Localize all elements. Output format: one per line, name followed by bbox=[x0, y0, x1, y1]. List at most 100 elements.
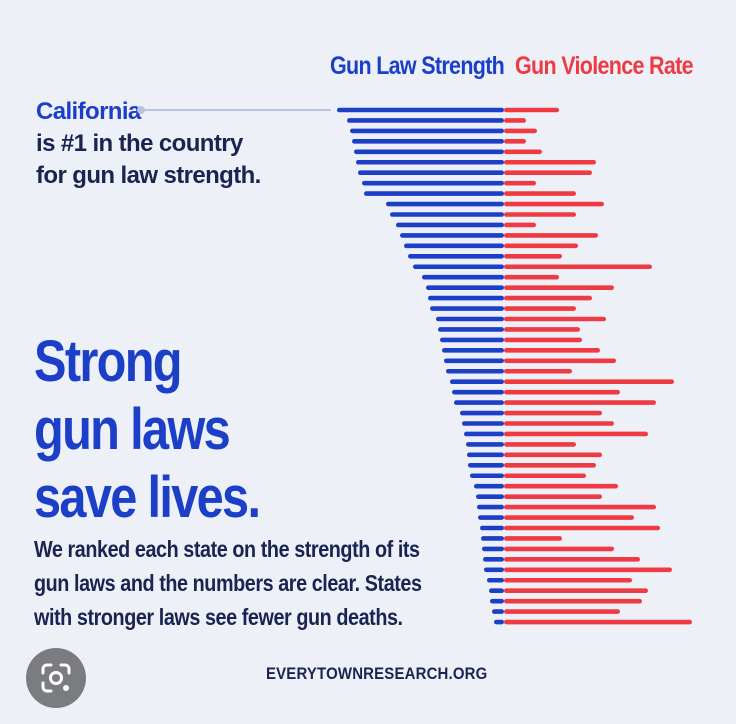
violence-bar bbox=[504, 128, 537, 134]
violence-bar bbox=[504, 159, 596, 165]
violence-bar bbox=[504, 316, 606, 322]
strength-bar bbox=[350, 128, 504, 134]
callout-state: California bbox=[36, 98, 141, 125]
strength-bar bbox=[482, 546, 504, 552]
violence-bar bbox=[504, 306, 576, 311]
violence-bar bbox=[504, 400, 656, 405]
violence-bar bbox=[504, 212, 576, 217]
strength-bar bbox=[436, 316, 504, 322]
strength-bar bbox=[408, 254, 504, 259]
strength-bar bbox=[422, 274, 504, 280]
strength-bar bbox=[470, 473, 504, 479]
footer-source: EVERYTOWNRESEARCH.ORG bbox=[266, 664, 488, 683]
strength-bar bbox=[483, 557, 504, 562]
strength-bar bbox=[390, 212, 504, 217]
violence-bar bbox=[504, 557, 640, 562]
strength-bar bbox=[438, 327, 504, 332]
violence-bar bbox=[504, 222, 536, 228]
lens-icon bbox=[41, 663, 71, 693]
body-line-3: with stronger laws see fewer gun deaths. bbox=[34, 604, 403, 630]
violence-bar bbox=[504, 337, 582, 343]
violence-bar bbox=[504, 410, 602, 416]
strength-bar bbox=[454, 400, 504, 405]
strength-bar bbox=[494, 619, 504, 625]
violence-bar bbox=[504, 379, 674, 384]
violence-bar bbox=[504, 274, 559, 280]
strength-bar bbox=[474, 483, 504, 489]
legend-violence-label: Gun Violence Rate bbox=[515, 52, 694, 80]
legend-strength-label: Gun Law Strength bbox=[330, 52, 505, 80]
violence-bar bbox=[504, 546, 614, 552]
lens-button[interactable] bbox=[26, 648, 86, 708]
headline: Strong gun laws save lives. bbox=[34, 328, 261, 532]
violence-bar bbox=[504, 358, 616, 364]
violence-bar bbox=[504, 264, 652, 270]
strength-bar bbox=[440, 337, 504, 343]
headline-line-3: save lives. bbox=[34, 465, 261, 530]
strength-bar bbox=[426, 285, 504, 290]
callout-text: California is #1 in the country for gun … bbox=[36, 96, 336, 192]
callout-dot bbox=[137, 106, 145, 114]
strength-bar bbox=[354, 149, 504, 155]
violence-bar bbox=[504, 473, 586, 479]
violence-bar bbox=[504, 149, 542, 155]
strength-bar bbox=[464, 431, 504, 437]
strength-bar bbox=[352, 139, 504, 144]
strength-bar bbox=[492, 609, 504, 614]
strength-bar bbox=[477, 504, 504, 510]
body-line-2: gun laws and the numbers are clear. Stat… bbox=[34, 570, 422, 596]
strength-bar bbox=[356, 159, 504, 165]
strength-bar bbox=[337, 107, 504, 113]
strength-bar bbox=[400, 233, 504, 238]
strength-bar bbox=[413, 264, 504, 270]
violence-bar bbox=[504, 431, 648, 437]
strength-bar bbox=[442, 348, 504, 353]
body-text: We ranked each state on the strength of … bbox=[34, 532, 422, 634]
violence-bar bbox=[504, 494, 602, 499]
callout-line-2: for gun law strength. bbox=[36, 162, 261, 189]
violence-bar bbox=[504, 504, 656, 510]
violence-bar bbox=[504, 463, 596, 468]
violence-bar bbox=[504, 598, 642, 604]
strength-bar bbox=[362, 180, 504, 186]
violence-bar bbox=[504, 483, 618, 489]
violence-bar bbox=[504, 609, 620, 614]
headline-line-2: gun laws bbox=[34, 397, 231, 462]
violence-bar bbox=[504, 389, 620, 395]
violence-bar bbox=[504, 295, 592, 301]
strength-bar bbox=[476, 494, 504, 499]
strength-bar bbox=[358, 170, 504, 175]
strength-bar bbox=[481, 536, 504, 541]
violence-bar bbox=[504, 567, 672, 573]
strength-bar bbox=[484, 567, 504, 573]
strength-bar bbox=[478, 515, 504, 520]
body-line-1: We ranked each state on the strength of … bbox=[34, 536, 420, 562]
strength-bar bbox=[396, 222, 504, 228]
strength-bar bbox=[364, 191, 504, 196]
violence-bar bbox=[504, 421, 614, 426]
callout-connector-line bbox=[145, 109, 331, 111]
strength-bar bbox=[460, 410, 504, 416]
strength-bar bbox=[430, 306, 504, 311]
violence-bar bbox=[504, 139, 526, 144]
violence-bar bbox=[504, 525, 660, 531]
strength-bar bbox=[467, 452, 504, 458]
violence-bar bbox=[504, 619, 692, 625]
strength-bar bbox=[480, 525, 504, 531]
violence-bar bbox=[504, 107, 559, 113]
violence-bar bbox=[504, 348, 600, 353]
violence-bar bbox=[504, 536, 562, 541]
violence-bar bbox=[504, 285, 614, 290]
violence-bar bbox=[504, 327, 580, 332]
callout-line-1: is #1 in the country bbox=[36, 130, 243, 157]
violence-bar bbox=[504, 170, 592, 175]
strength-bar bbox=[468, 463, 504, 468]
strength-bar bbox=[444, 358, 504, 364]
strength-bar bbox=[450, 379, 504, 384]
violence-bar bbox=[504, 201, 604, 207]
violence-bar bbox=[504, 515, 634, 520]
violence-bar bbox=[504, 442, 576, 447]
violence-bar bbox=[504, 368, 572, 374]
violence-bar bbox=[504, 118, 526, 123]
